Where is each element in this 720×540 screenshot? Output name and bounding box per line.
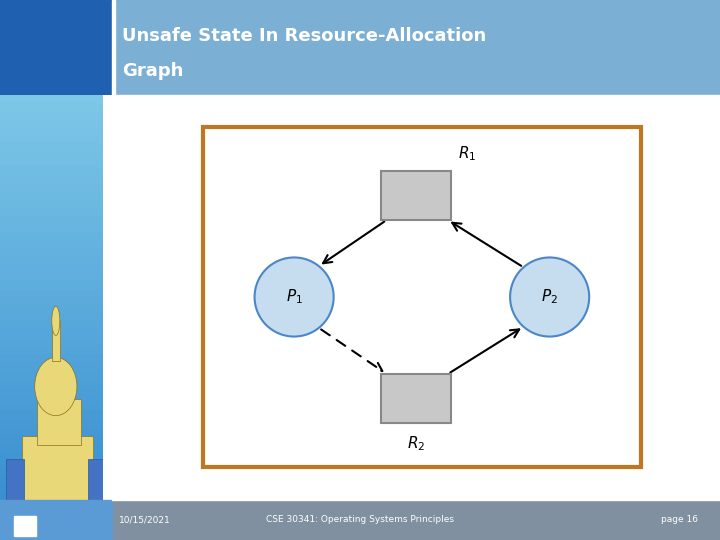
Bar xyxy=(0,135,112,143)
Bar xyxy=(0,167,112,176)
Bar xyxy=(0,329,112,338)
Bar xyxy=(37,399,81,445)
Text: page 16: page 16 xyxy=(662,515,698,524)
Bar xyxy=(0,443,112,451)
Bar xyxy=(0,119,112,127)
Circle shape xyxy=(52,306,60,335)
Bar xyxy=(0,427,112,435)
Bar xyxy=(0,216,112,224)
Text: Unsafe State In Resource-Allocation: Unsafe State In Resource-Allocation xyxy=(122,27,487,45)
Text: CSE 30341: Operating Systems Principles: CSE 30341: Operating Systems Principles xyxy=(266,515,454,524)
Bar xyxy=(0,127,112,135)
Bar xyxy=(0,346,112,354)
Bar xyxy=(0,159,112,167)
Bar xyxy=(0,184,112,192)
Bar xyxy=(0,370,112,378)
Bar xyxy=(0,111,112,119)
Text: 10/15/2021: 10/15/2021 xyxy=(119,515,171,524)
Bar xyxy=(88,460,106,500)
Bar xyxy=(52,321,60,361)
Text: $R_2$: $R_2$ xyxy=(407,435,425,454)
Bar xyxy=(0,354,112,362)
Bar xyxy=(381,374,451,422)
Bar xyxy=(6,460,24,500)
Bar xyxy=(0,313,112,321)
Bar xyxy=(0,451,112,459)
Bar xyxy=(0,176,112,184)
Bar xyxy=(0,459,112,467)
Bar xyxy=(0,232,112,240)
Bar xyxy=(0,297,112,305)
Bar xyxy=(0,394,112,402)
Bar xyxy=(0,192,112,200)
Bar xyxy=(0,94,112,103)
Bar xyxy=(0,491,112,500)
Bar xyxy=(0,338,112,346)
Bar xyxy=(0,208,112,216)
Bar xyxy=(0,151,112,159)
Bar xyxy=(0,0,112,94)
Bar xyxy=(103,94,112,500)
Bar xyxy=(0,200,112,208)
Bar xyxy=(0,143,112,151)
Bar xyxy=(0,321,112,329)
Text: Graph: Graph xyxy=(122,62,184,80)
Bar xyxy=(0,402,112,410)
Text: $P_2$: $P_2$ xyxy=(541,288,558,306)
Bar xyxy=(0,289,112,297)
Bar xyxy=(0,240,112,248)
Bar xyxy=(0,256,112,265)
Bar xyxy=(0,483,112,491)
Bar xyxy=(0,224,112,232)
Text: $P_1$: $P_1$ xyxy=(286,288,302,306)
Bar xyxy=(0,273,112,281)
Bar xyxy=(0,265,112,273)
Bar xyxy=(381,172,451,220)
Bar xyxy=(0,500,112,540)
Bar xyxy=(0,248,112,256)
Bar xyxy=(0,103,112,111)
Bar xyxy=(0,435,112,443)
Ellipse shape xyxy=(35,357,77,416)
Bar xyxy=(14,516,36,536)
Text: $R_1$: $R_1$ xyxy=(458,145,476,163)
Ellipse shape xyxy=(255,258,333,336)
Bar xyxy=(22,436,93,500)
Bar xyxy=(0,467,112,475)
Bar xyxy=(203,127,641,467)
Bar xyxy=(0,362,112,370)
Bar xyxy=(0,305,112,313)
Bar xyxy=(112,0,115,94)
Bar xyxy=(0,281,112,289)
Bar xyxy=(0,386,112,394)
Bar xyxy=(0,378,112,386)
Ellipse shape xyxy=(510,258,589,336)
Bar xyxy=(0,475,112,483)
Bar xyxy=(0,418,112,427)
Bar xyxy=(0,410,112,418)
